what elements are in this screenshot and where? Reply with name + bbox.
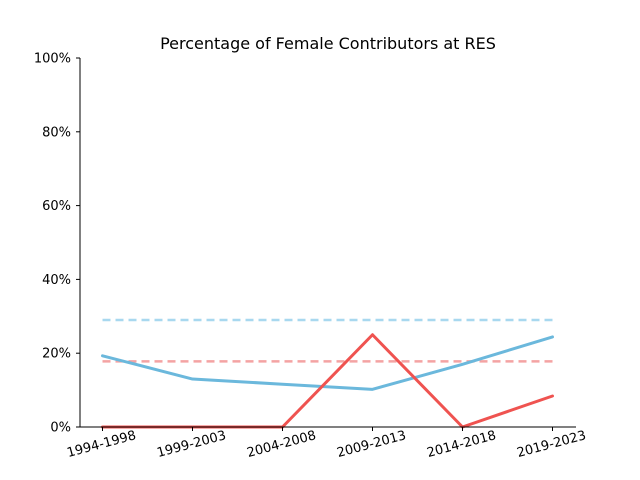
- series-line-2: [101, 333, 554, 429]
- x-tick-label: 2014-2018: [425, 428, 497, 461]
- x-tick-label: 1994-1998: [65, 428, 137, 461]
- reference-lines: [102, 318, 553, 363]
- x-tick-label: 2009-2013: [335, 428, 407, 461]
- x-tick-label: 2019-2023: [515, 428, 587, 461]
- x-axis-ticks: 1994-1998 1999-2003 2004-2008 2009-2013 2014…: [65, 427, 588, 461]
- series-lines: [101, 333, 554, 429]
- x-tick-label: 1999-2003: [155, 428, 227, 461]
- series-line-1: [101, 335, 554, 391]
- x-tick-label: 2004-2008: [245, 428, 317, 461]
- y-tick-label: 40%: [42, 273, 71, 288]
- y-tick-label: 100%: [34, 52, 71, 67]
- y-tick-label: 80%: [42, 125, 71, 140]
- chart-title: Percentage of Female Contributors at RES: [160, 34, 496, 53]
- y-tick-label: 60%: [42, 199, 71, 214]
- y-axis-ticks: 0% 20% 40% 60% 80% 100%: [34, 52, 80, 436]
- y-tick-label: 20%: [42, 347, 71, 362]
- y-tick-label: 0%: [50, 421, 71, 436]
